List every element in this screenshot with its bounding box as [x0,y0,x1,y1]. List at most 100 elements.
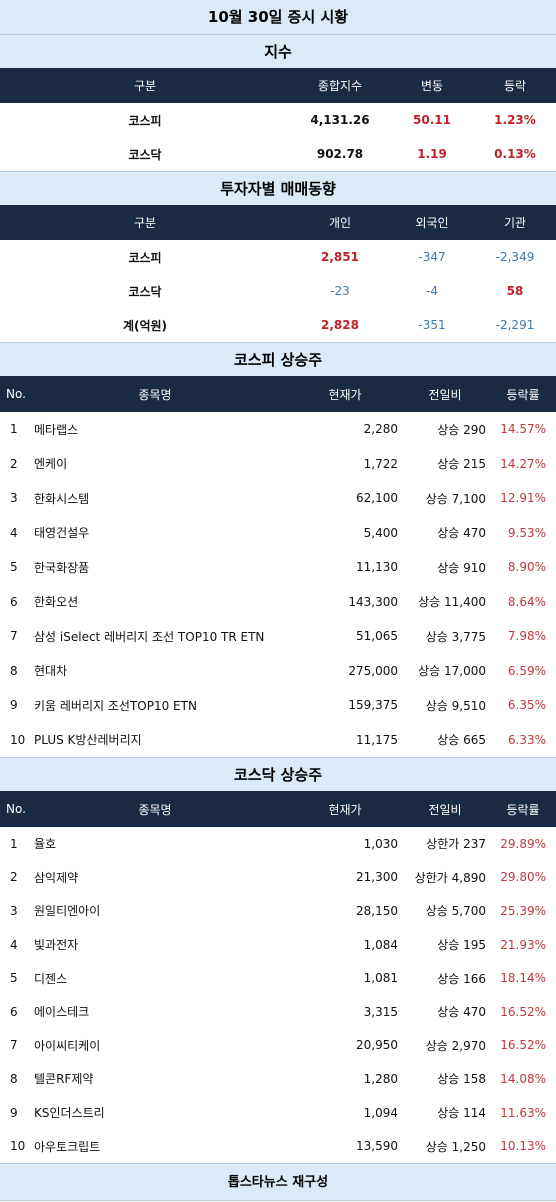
change-rate: 7.98% [507,629,546,644]
stock-name: 디젠스 [34,971,68,986]
row-number: 9 [10,698,18,713]
investor-row-name: 코스닥 [128,284,162,299]
stock-name: 메타랩스 [34,422,79,437]
current-price: 159,375 [348,698,398,713]
index-name: 코스피 [128,113,162,128]
stock-name: 엔케이 [34,457,68,472]
investor-row-total: 계(억원) 2,828 -351 -2,291 [0,308,556,342]
investor-row-kospi: 코스피 2,851 -347 -2,349 [0,240,556,274]
change-rate: 8.90% [507,560,546,575]
stock-name: 한화시스템 [34,491,90,506]
stock-name: 키움 레버리지 조선TOP10 ETN [34,698,197,713]
price-diff: 상승 2,970 [425,1038,486,1053]
source-footer: 톱스타뉴스 재구성 [0,1162,556,1201]
individual-value: -23 [330,284,350,298]
price-diff: 상승 290 [437,422,486,437]
price-diff: 상승 195 [437,938,486,953]
price-diff: 상한가 237 [426,837,486,852]
header-stock-name: 종목명 [138,802,172,817]
table-row: 4 빛과전자 1,084 상승 195 21.93% [0,928,556,962]
table-row: 9 키움 레버리지 조선TOP10 ETN 159,375 상승 9,510 6.35% [0,688,556,723]
table-row: 3 원일티엔아이 28,150 상승 5,700 25.39% [0,894,556,928]
header-diff: 전일비 [428,802,462,817]
kospi-table-header: No. 종목명 현재가 전일비 등락률 [0,376,556,412]
institution-value: -2,291 [495,318,535,332]
row-number: 7 [10,1038,18,1053]
current-price: 28,150 [356,903,398,918]
row-number: 2 [10,456,18,471]
table-row: 4 태영건설우 5,400 상승 470 9.53% [0,516,556,551]
change-rate: 29.80% [500,870,546,885]
change-rate: 10.13% [500,1139,546,1154]
kosdaq-gainers-list: 1 율호 1,030 상한가 237 29.89% 2 삼익제약 21,300 상한가 4,89… [0,827,556,1163]
investor-section-title: 투자자별 매매동향 [0,171,556,205]
change-rate: 21.93% [500,937,546,952]
current-price: 143,300 [348,594,398,609]
foreign-value: -347 [418,250,446,264]
price-diff: 상승 11,400 [418,595,486,610]
price-diff: 상승 1,250 [425,1139,486,1154]
stock-name: 빛과전자 [34,938,79,953]
current-price: 1,084 [363,937,398,952]
row-number: 3 [10,903,18,918]
stock-name: 아이씨티케이 [34,1038,101,1053]
change-rate: 29.89% [500,836,546,851]
price-diff: 상승 5,700 [425,904,486,919]
header-rate: 등락률 [506,387,540,402]
table-row: 9 KS인더스트리 1,094 상승 114 11.63% [0,1096,556,1130]
stock-name: 태영건설우 [34,526,90,541]
investor-row-kosdaq: 코스닥 -23 -4 58 [0,274,556,308]
current-price: 1,280 [363,1071,398,1086]
current-price: 11,175 [356,732,398,747]
current-price: 11,130 [356,560,398,575]
header-individual: 개인 [328,216,352,230]
change-rate: 6.59% [507,663,546,678]
change-rate: 12.91% [500,491,546,506]
index-table-header: 구분 종합지수 변동 등락 [0,68,556,103]
change-rate: 25.39% [500,903,546,918]
stock-name: 아우토크립트 [34,1139,101,1154]
header-category: 구분 [133,216,157,230]
price-diff: 상한가 4,890 [414,870,486,885]
individual-value: 2,851 [321,250,359,264]
current-price: 20,950 [356,1038,398,1053]
header-change: 변동 [420,79,444,93]
current-price: 1,081 [363,971,398,986]
row-number: 5 [10,971,18,986]
change-rate: 16.52% [500,1004,546,1019]
table-row: 1 메타랩스 2,280 상승 290 14.57% [0,412,556,447]
table-row: 10 아우토크립트 13,590 상승 1,250 10.13% [0,1129,556,1163]
table-row: 5 디젠스 1,081 상승 166 18.14% [0,961,556,995]
table-row: 6 한화오션 143,300 상승 11,400 8.64% [0,585,556,620]
row-number: 2 [10,870,18,885]
price-diff: 상승 215 [437,457,486,472]
index-value: 902.78 [316,147,364,161]
current-price: 1,030 [363,836,398,851]
index-section-title: 지수 [0,34,556,68]
table-row: 7 아이씨티케이 20,950 상승 2,970 16.52% [0,1029,556,1063]
index-row-kospi: 코스피 4,131.26 50.11 1.23% [0,103,556,137]
change-rate: 6.33% [507,732,546,747]
header-no: No. [6,802,26,816]
current-price: 1,094 [363,1105,398,1120]
row-number: 5 [10,560,18,575]
table-row: 6 에이스테크 3,315 상승 470 16.52% [0,995,556,1029]
stock-name: 현대차 [34,664,68,679]
header-foreign: 외국인 [415,216,449,230]
price-diff: 상승 9,510 [425,698,486,713]
current-price: 62,100 [356,491,398,506]
current-price: 13,590 [356,1139,398,1154]
price-diff: 상승 17,000 [418,664,486,679]
stock-name: 율호 [34,837,57,852]
price-diff: 상승 114 [437,1106,486,1121]
current-price: 3,315 [363,1004,398,1019]
row-number: 1 [10,836,18,851]
table-row: 8 텔콘RF제약 1,280 상승 158 14.08% [0,1062,556,1096]
header-category: 구분 [133,79,157,93]
row-number: 7 [10,629,18,644]
current-price: 5,400 [363,525,398,540]
stock-name: 원일티엔아이 [34,904,101,919]
row-number: 6 [10,594,18,609]
header-rate: 등락 [503,79,527,93]
